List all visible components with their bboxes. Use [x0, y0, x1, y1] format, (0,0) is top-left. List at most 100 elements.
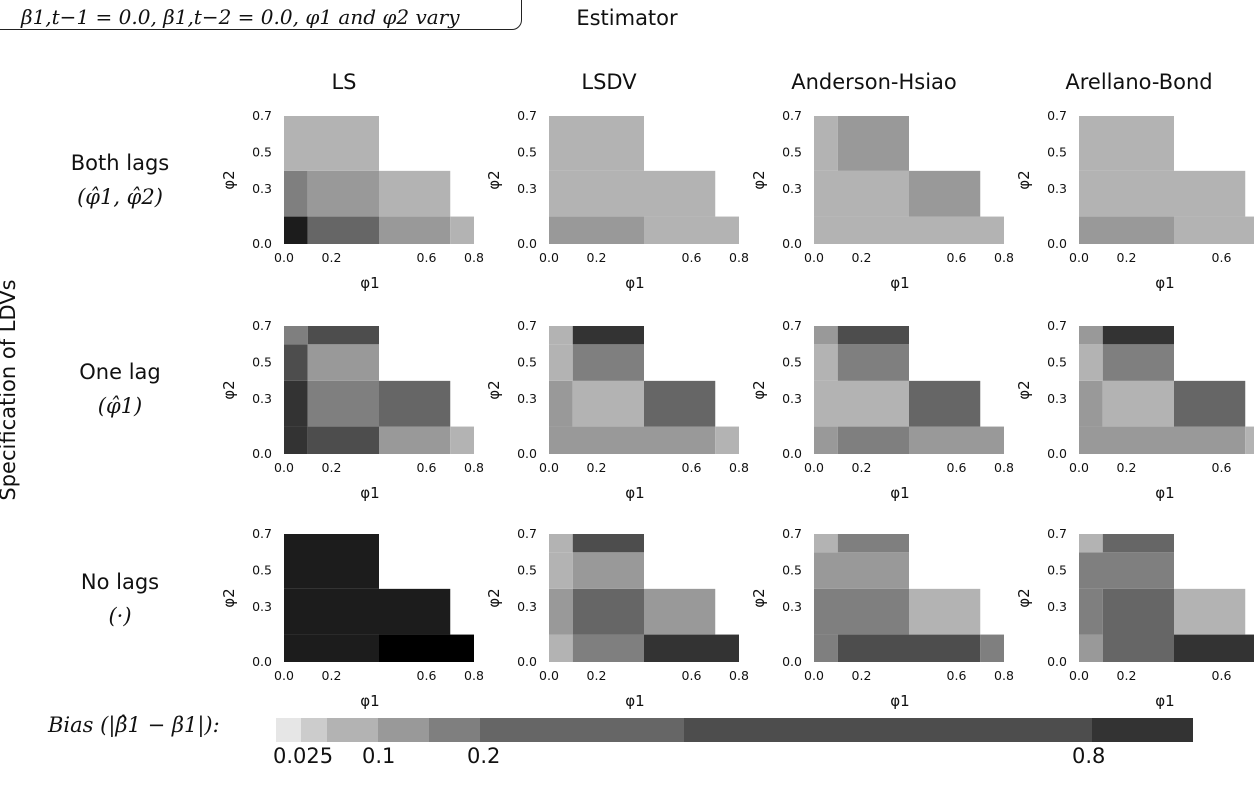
y-tick-label: 0.7	[782, 108, 802, 123]
y-tick-label: 0.3	[252, 181, 272, 196]
y-axis-label: φ2	[485, 170, 503, 189]
heatmap-cell	[307, 326, 379, 345]
x-tick-label: 0.0	[1069, 250, 1089, 265]
x-tick-label: 0.0	[539, 250, 559, 265]
y-tick-label: 0.5	[252, 355, 272, 370]
heatmap-cell	[284, 116, 379, 171]
heatmap-cell	[837, 534, 909, 553]
heatmap-cell	[1174, 588, 1246, 635]
x-tick-label: 0.8	[729, 668, 749, 683]
y-tick-label: 0.3	[782, 391, 802, 406]
heatmap-cell	[1102, 344, 1174, 381]
x-tick-label: 0.2	[1117, 668, 1137, 683]
y-tick-label: 0.5	[252, 145, 272, 160]
y-tick-label: 0.5	[1047, 145, 1067, 160]
heatmap-cell	[549, 552, 573, 589]
y-tick-label: 0.7	[782, 526, 802, 541]
heatmap-cell	[814, 216, 1004, 244]
x-axis-label: φ1	[360, 692, 379, 710]
x-tick-label: 0.8	[994, 460, 1014, 475]
x-tick-label: 0.0	[1069, 668, 1089, 683]
x-tick-label: 0.8	[464, 250, 484, 265]
heatmap-cell	[572, 552, 644, 589]
y-axis-label: φ2	[220, 588, 238, 607]
heatmap-panel: 0.0 0.2 0.6 0.8 0.0 0.3 0.5 0.7 φ1 φ2	[750, 526, 1014, 710]
heatmap-cell	[307, 344, 379, 381]
heatmap-panel: 0.0 0.2 0.6 0.8 0.0 0.3 0.5 0.7 φ1 φ2	[485, 318, 749, 502]
x-tick-label: 0.6	[417, 460, 437, 475]
x-tick-label: 0.2	[587, 250, 607, 265]
x-tick-label: 0.6	[1212, 250, 1232, 265]
y-tick-label: 0.0	[782, 236, 802, 251]
colorbar-tick-label: 0.025	[273, 744, 334, 768]
y-axis-label: φ2	[1015, 170, 1033, 189]
x-tick-label: 0.2	[1117, 460, 1137, 475]
x-axis-label: φ1	[890, 692, 909, 710]
x-axis-label: φ1	[625, 692, 644, 710]
column-header-anderson-hsiao: Anderson-Hsiao	[791, 70, 957, 94]
x-tick-label: 0.6	[947, 460, 967, 475]
heatmap-cell	[1079, 116, 1174, 171]
heatmap-cell	[549, 216, 644, 244]
estimator-title: Estimator	[576, 6, 678, 30]
row-math: (φ̂1)	[97, 394, 143, 418]
heatmap-cell	[284, 344, 308, 381]
y-tick-label: 0.0	[1047, 446, 1067, 461]
colorbar-tick-label: 0.1	[362, 744, 396, 768]
heatmap-cell	[1174, 634, 1254, 662]
heatmap-cell	[644, 588, 716, 635]
colorbar	[276, 718, 1193, 742]
y-tick-label: 0.5	[517, 563, 537, 578]
y-tick-label: 0.3	[517, 599, 537, 614]
y-axis-label: φ2	[750, 588, 768, 607]
x-tick-label: 0.6	[947, 250, 967, 265]
x-tick-label: 0.0	[804, 250, 824, 265]
y-tick-label: 0.3	[517, 181, 537, 196]
y-axis-label: φ2	[220, 380, 238, 399]
row-name: No lags	[80, 570, 160, 594]
colorbar-title: Bias (|β̂1 − β1|):	[48, 713, 220, 737]
x-tick-label: 0.2	[587, 460, 607, 475]
x-axis-label: φ1	[625, 484, 644, 502]
heatmap-cell	[1079, 534, 1103, 553]
heatmap-cell	[909, 380, 981, 427]
colorbar-segment	[301, 718, 327, 742]
y-tick-label: 0.5	[1047, 563, 1067, 578]
x-tick-label: 0.0	[274, 668, 294, 683]
heatmap-cell	[284, 216, 308, 244]
y-axis-label: φ2	[1015, 588, 1033, 607]
row-name: Both lags	[70, 151, 170, 175]
x-axis-label: φ1	[625, 274, 644, 292]
y-tick-label: 0.5	[1047, 355, 1067, 370]
row-math: (·)	[108, 604, 132, 628]
x-tick-label: 0.2	[322, 668, 342, 683]
heatmap-cell	[814, 170, 909, 217]
colorbar-segment	[684, 718, 1092, 742]
heatmap-cell	[1174, 216, 1254, 244]
x-tick-label: 0.2	[852, 668, 872, 683]
x-tick-label: 0.0	[1069, 460, 1089, 475]
y-tick-label: 0.0	[517, 446, 537, 461]
y-tick-label: 0.7	[252, 108, 272, 123]
x-tick-label: 0.0	[804, 668, 824, 683]
heatmap-cell	[450, 426, 474, 454]
heatmap-cell	[549, 588, 573, 635]
heatmap-cell	[572, 326, 644, 345]
y-tick-label: 0.0	[782, 446, 802, 461]
heatmap-cell	[572, 344, 644, 381]
x-axis-label: φ1	[890, 274, 909, 292]
y-tick-label: 0.5	[782, 563, 802, 578]
y-tick-label: 0.3	[1047, 181, 1067, 196]
row-header-one-lag: One lag (φ̂1)	[30, 355, 210, 423]
heatmap-panel: 0.0 0.2 0.6 0.8 0.0 0.3 0.5 0.7 φ1 φ2	[750, 318, 1014, 502]
heatmap-cell	[1079, 216, 1174, 244]
y-tick-label: 0.0	[517, 236, 537, 251]
heatmap-cell	[909, 426, 1004, 454]
heatmap-cell	[715, 426, 739, 454]
y-tick-label: 0.7	[517, 318, 537, 333]
heatmap-cell	[837, 326, 909, 345]
x-tick-label: 0.6	[682, 250, 702, 265]
heatmap-cell	[980, 634, 1004, 662]
column-header-arellano-bond: Arellano-Bond	[1065, 70, 1213, 94]
heatmap-cell	[1079, 380, 1103, 427]
